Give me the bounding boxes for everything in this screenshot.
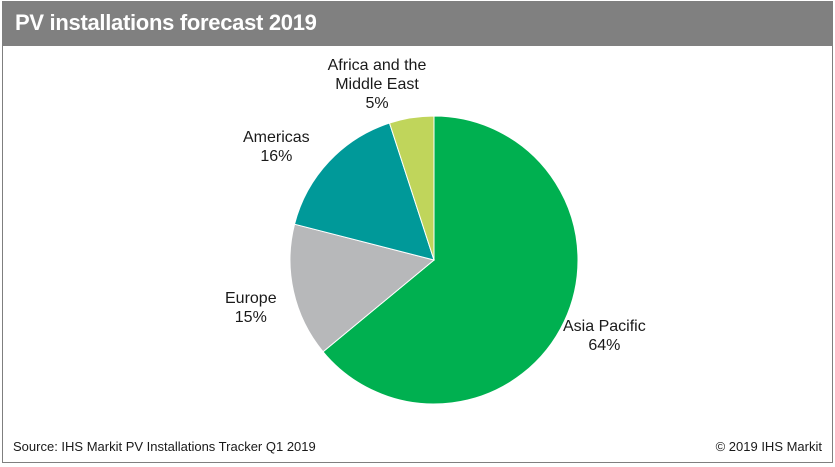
slice-americas [293, 122, 435, 261]
slice-europe [289, 223, 436, 353]
slice-value: 64% [588, 337, 621, 354]
slice-label-americas: Americas 16% [243, 128, 310, 166]
slice-label-africa-middle-east: Africa and the Middle East 5% [322, 56, 432, 113]
slice-label-europe: Europe 15% [225, 289, 277, 327]
title-bar: PV installations forecast 2019 [3, 2, 832, 46]
slice-value: 5% [365, 95, 389, 112]
copyright-note: © 2019 IHS Markit [715, 439, 822, 454]
slice-name: Europe [225, 290, 277, 307]
slice-asia-pacific [322, 115, 579, 405]
slice-name: Africa and the Middle East [327, 57, 427, 93]
slice-value: 15% [234, 309, 267, 326]
slice-label-asia-pacific: Asia Pacific 64% [563, 317, 646, 355]
slice-africa-middle-east [388, 115, 435, 261]
slice-name: Americas [243, 129, 310, 146]
slice-value: 16% [260, 148, 293, 165]
slice-name: Asia Pacific [563, 318, 646, 335]
chart-title: PV installations forecast 2019 [15, 10, 317, 35]
pie-chart [289, 115, 579, 405]
source-note: Source: IHS Markit PV Installations Trac… [13, 439, 316, 454]
